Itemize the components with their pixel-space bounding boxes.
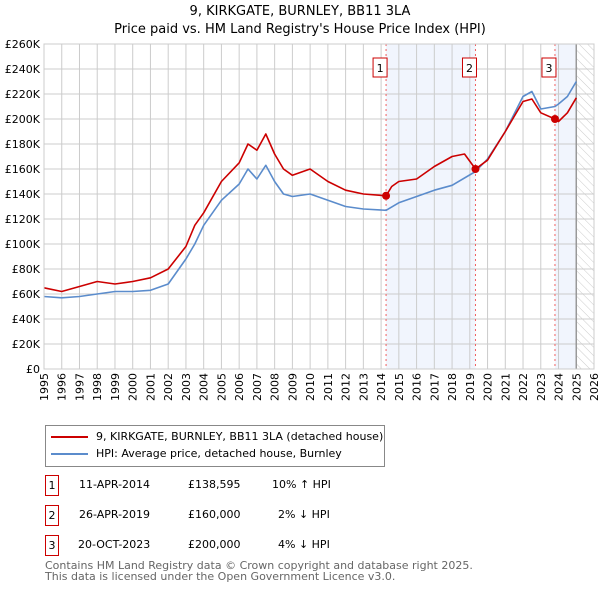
y-tick-label: £80K	[12, 263, 41, 276]
sale-price: £200,000	[188, 538, 241, 551]
x-tick-label: 2010	[304, 373, 317, 401]
legend-property: 9, KIRKGATE, BURNLEY, BB11 3LA (detached…	[96, 430, 384, 443]
x-tick-label: 2018	[446, 373, 459, 401]
footer-line-1: Contains HM Land Registry data © Crown c…	[45, 559, 473, 572]
x-tick-label: 2007	[251, 373, 264, 401]
sale-point	[382, 191, 391, 200]
y-tick-label: £100K	[5, 238, 41, 251]
sale-point	[550, 115, 559, 123]
x-tick-label: 1998	[91, 373, 104, 401]
y-tick-label: £20K	[12, 338, 41, 351]
legend-hpi: HPI: Average price, detached house, Burn…	[96, 447, 342, 460]
sale-date: 20-OCT-2023	[78, 538, 151, 551]
y-tick-label: £140K	[5, 188, 41, 201]
price-chart: 1995 1996 1997 1998 1999 2000 2001 2002 2003 2004…	[5, 38, 600, 401]
x-tick-label: 1996	[56, 373, 69, 401]
x-tick-label: 2006	[233, 373, 246, 401]
sale-date: 26-APR-2019	[79, 508, 151, 521]
y-tick-label: £0	[26, 363, 40, 376]
sale-label-box	[372, 57, 388, 78]
chart-subtitle: Price paid vs. HM Land Registry's House …	[114, 22, 486, 37]
sale-point	[471, 165, 480, 173]
x-tick-label: 2019	[464, 373, 477, 401]
x-tick-label: 1999	[109, 373, 122, 401]
footer-line-2: This data is licensed under the Open Gov…	[45, 570, 396, 583]
x-tick-label: 2011	[322, 373, 335, 401]
x-tick-label: 2008	[269, 373, 282, 401]
property-price-line	[43, 97, 577, 293]
x-tick-label: 2014	[375, 373, 388, 401]
x-tick-label: 2001	[144, 373, 157, 401]
future-hatch	[576, 44, 594, 369]
y-tick-label: £200K	[5, 113, 41, 126]
x-tick-label: 2026	[588, 373, 600, 401]
x-tick-label: 1995	[38, 373, 51, 401]
legend-swatch-property	[51, 435, 88, 438]
x-tick-label: 2004	[198, 373, 211, 401]
x-tick-label: 2002	[162, 373, 175, 401]
y-tick-label: £260K	[5, 38, 41, 51]
sale-number: 1	[45, 475, 59, 496]
ownership-shade	[386, 44, 476, 369]
footer: Contains HM Land Registry data © Crown c…	[45, 560, 473, 582]
x-tick-label: 2009	[286, 373, 299, 401]
x-tick-label: 2023	[535, 373, 548, 401]
ownership-shade	[554, 44, 577, 369]
sale-hpi-diff: 4% ↓ HPI	[278, 538, 330, 551]
x-tick-label: 2015	[393, 373, 406, 401]
sale-price: £138,595	[188, 478, 241, 491]
x-tick-label: 2025	[570, 373, 583, 401]
sale-label-box	[461, 57, 477, 78]
y-tick-label: £160K	[5, 163, 41, 176]
y-tick-label: £180K	[5, 138, 41, 151]
legend-swatch-hpi	[51, 452, 88, 455]
x-tick-label: 2022	[517, 373, 530, 401]
x-tick-label: 2005	[215, 373, 228, 401]
sale-number: 2	[45, 505, 59, 526]
y-tick-label: £220K	[5, 88, 41, 101]
sale-label-box	[541, 57, 557, 78]
y-tick-label: £60K	[12, 288, 41, 301]
x-tick-label: 2012	[340, 373, 353, 401]
x-tick-label: 2017	[428, 373, 441, 401]
sale-date: 11-APR-2014	[79, 478, 151, 491]
y-tick-label: £40K	[12, 313, 41, 326]
x-tick-label: 2003	[180, 373, 193, 401]
x-tick-label: 2000	[127, 373, 140, 401]
sale-label: 3	[545, 62, 552, 75]
y-tick-label: £120K	[5, 213, 41, 226]
hpi-line	[43, 81, 577, 299]
x-tick-label: 2013	[357, 373, 370, 401]
chart-title: 9, KIRKGATE, BURNLEY, BB11 3LA	[189, 4, 411, 19]
sale-hpi-diff: 2% ↓ HPI	[278, 508, 330, 521]
x-tick-label: 2021	[499, 373, 512, 401]
sale-hpi-diff: 10% ↑ HPI	[272, 478, 331, 491]
x-tick-label: 1997	[73, 373, 86, 401]
sale-label: 2	[466, 62, 473, 75]
sale-number: 3	[45, 535, 59, 556]
x-tick-label: 2024	[553, 373, 566, 401]
y-tick-label: £240K	[5, 63, 41, 76]
plot-border	[43, 43, 595, 370]
sale-label: 1	[377, 62, 384, 75]
legend: 9, KIRKGATE, BURNLEY, BB11 3LA (detached…	[45, 425, 385, 467]
sale-price: £160,000	[188, 508, 241, 521]
x-tick-label: 2020	[482, 373, 495, 401]
x-tick-label: 2016	[411, 373, 424, 401]
